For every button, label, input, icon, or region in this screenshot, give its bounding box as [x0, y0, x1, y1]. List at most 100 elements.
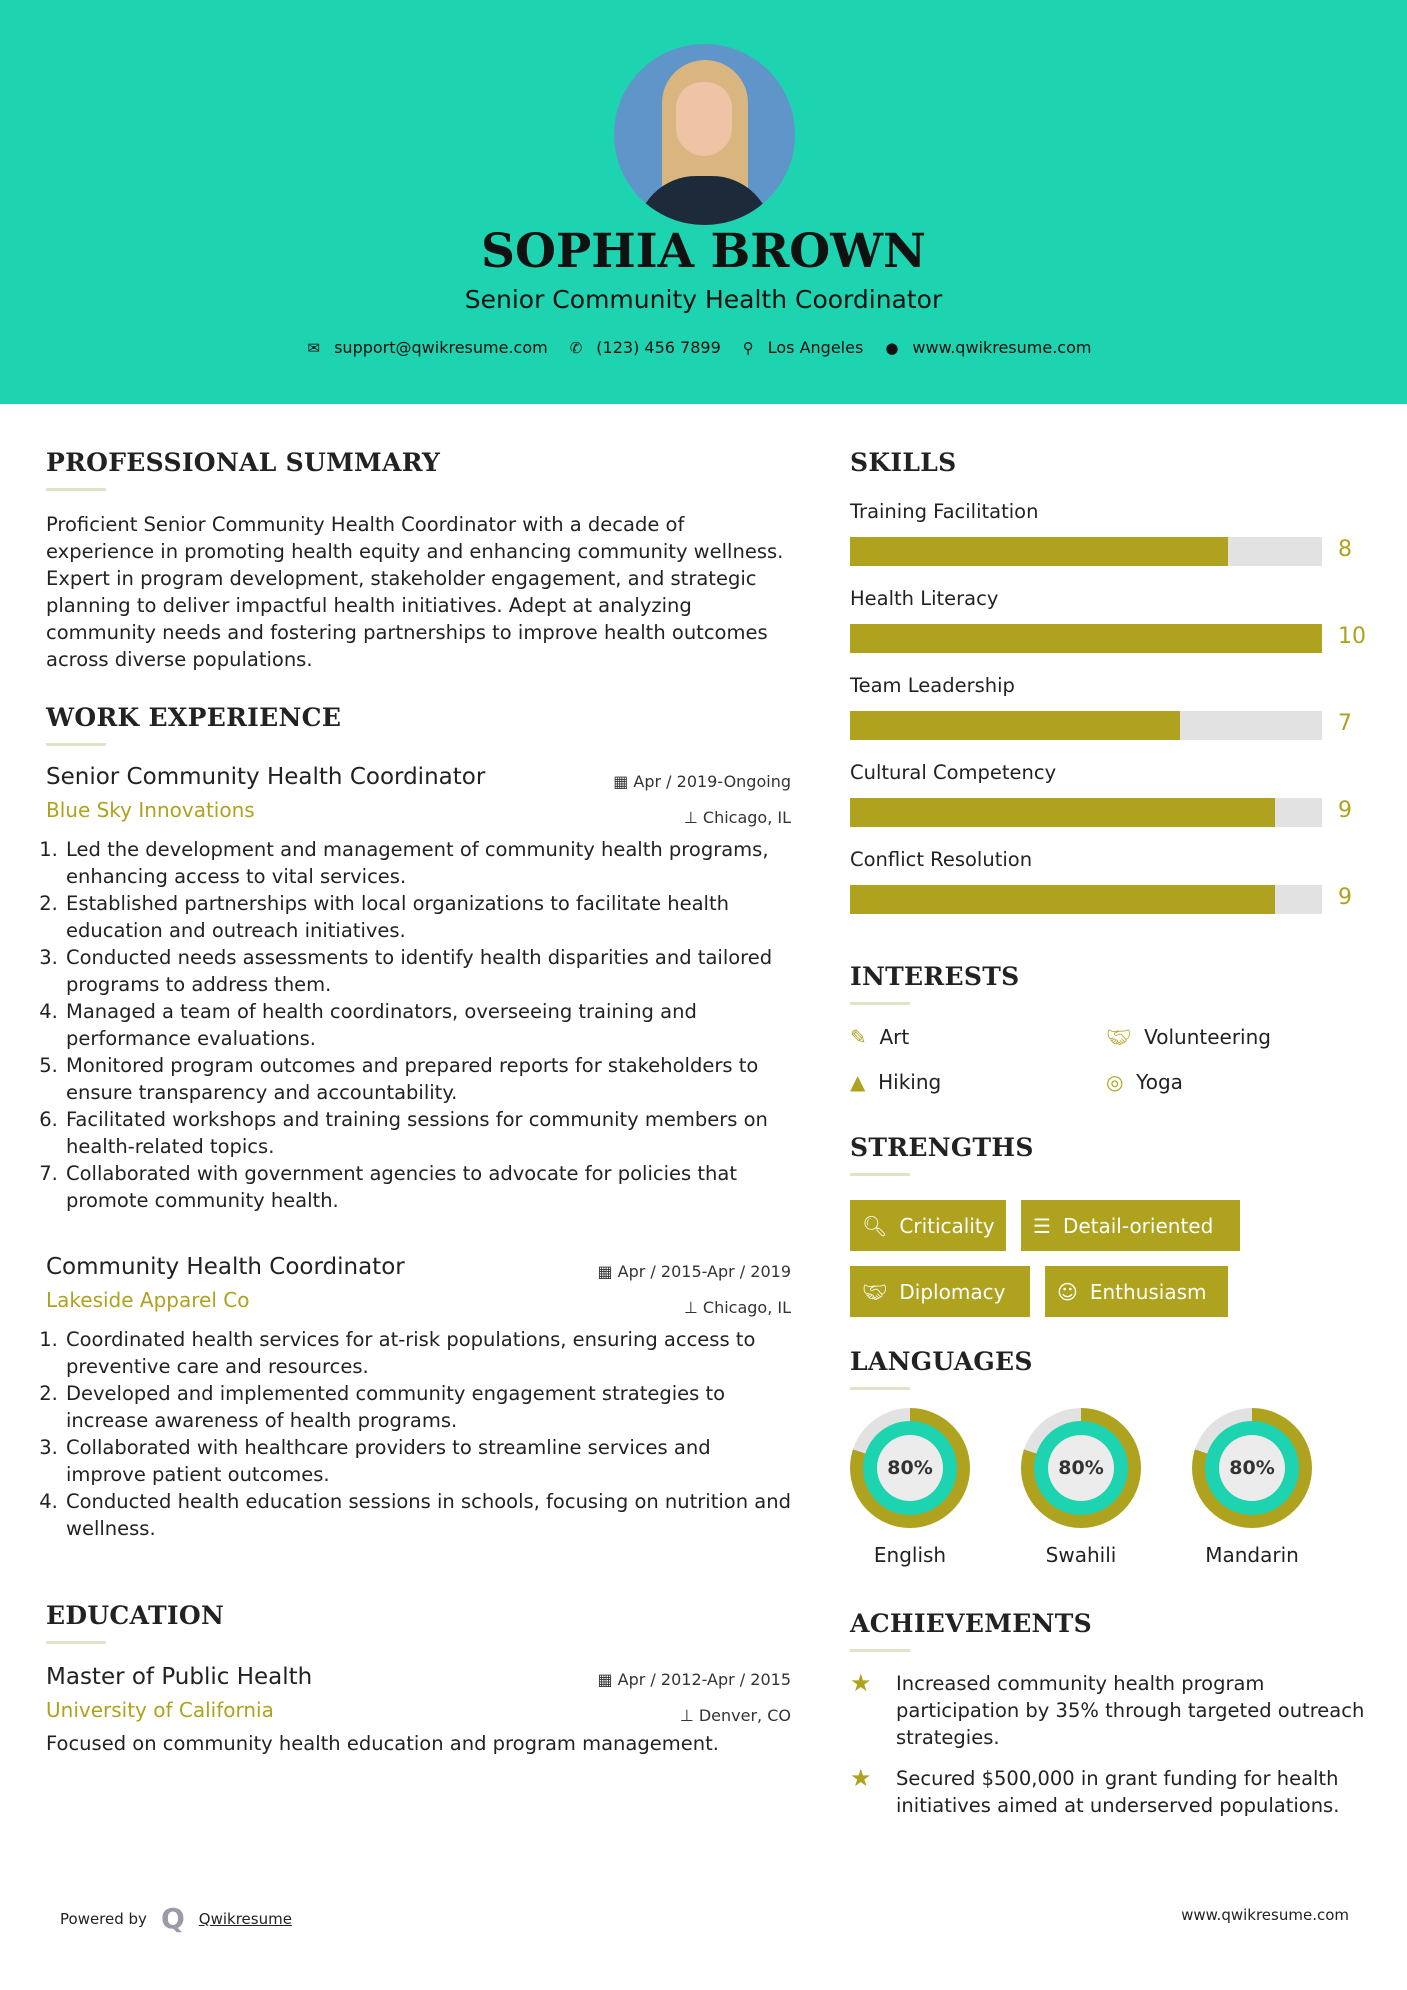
job-title: Senior Community Health Coordinator [464, 285, 943, 314]
skill-label: Team Leadership [850, 674, 1015, 697]
skills-section: SKILLS Training Facilitation 8 Health Lit… [850, 448, 1370, 928]
strength-chip: 🔍︎ Criticality [850, 1200, 1006, 1251]
list-item: Collaborated with healthcare providers t… [64, 1434, 791, 1488]
heading-underline [850, 1002, 910, 1005]
job-entry-title: Senior Community Health Coordinator [46, 764, 486, 790]
summary-section: PROFESSIONAL SUMMARY Proficient Senior C… [46, 448, 791, 673]
section-heading: WORK EXPERIENCE [46, 703, 342, 732]
globe-icon: ● [885, 338, 899, 357]
degree: Master of Public Health [46, 1664, 313, 1690]
language-donut: 80% [850, 1408, 970, 1528]
language-percent: 80% [877, 1435, 943, 1501]
education-description: Focused on community health education an… [46, 1732, 719, 1755]
languages-section: LANGUAGES 80% English 80% Swahili 80% Mand… [850, 1347, 1370, 1587]
skill-value: 10 [1338, 624, 1366, 649]
lifebuoy-icon: ◎ [1106, 1070, 1124, 1094]
map-pin-icon: ⚲ [742, 338, 754, 357]
contact-info: ✉ support@qwikresume.com ✆ (123) 456 7899 … [0, 338, 1407, 357]
skill-bar-fill [850, 711, 1181, 740]
calendar-icon: ▦ [597, 1262, 618, 1281]
heading-underline [850, 1387, 910, 1390]
skill-bar-fill [850, 624, 1322, 653]
skill-bar-fill [850, 537, 1228, 566]
interest-item: 🤝︎ Volunteering [1106, 1025, 1271, 1049]
section-heading: SKILLS [850, 448, 957, 477]
job-location: ⊥ Chicago, IL [683, 808, 791, 827]
company-name: Lakeside Apparel Co [46, 1288, 250, 1312]
list-item: Collaborated with government agencies to… [64, 1160, 791, 1214]
star-icon: ★ [850, 1669, 872, 1697]
job-entry: Community Health Coordinator ▦ Apr / 201… [46, 1254, 791, 1542]
skill-label: Cultural Competency [850, 761, 1057, 784]
interests-section: INTERESTS ✎ Art 🤝︎ Volunteering ▲ Hiking… [850, 962, 1370, 1094]
skill-label: Training Facilitation [850, 500, 1039, 523]
list-icon: ☰ [1033, 1213, 1051, 1238]
section-heading: ACHIEVEMENTS [850, 1609, 1092, 1638]
strength-chip: ☺ Enthusiasm [1045, 1266, 1228, 1317]
section-heading: STRENGTHS [850, 1133, 1034, 1162]
job-entry-title: Community Health Coordinator [46, 1254, 405, 1280]
education-location: ⊥ Denver, CO [679, 1706, 791, 1725]
phone-icon: ✆ [569, 338, 583, 357]
heading-underline [46, 743, 106, 746]
qwikresume-logo-icon: Q [160, 1902, 185, 1935]
skill-bar-fill [850, 885, 1275, 914]
skill-bar [850, 537, 1322, 566]
calendar-icon: ▦ [597, 1670, 618, 1689]
language-percent: 80% [1048, 1435, 1114, 1501]
skill-label: Health Literacy [850, 587, 999, 610]
section-heading: PROFESSIONAL SUMMARY [46, 448, 441, 477]
job-entry: Senior Community Health Coordinator ▦ Ap… [46, 764, 791, 1214]
search-icon: 🔍︎ [862, 1213, 888, 1238]
phone[interactable]: (123) 456 7899 [596, 338, 721, 357]
skill-bar-fill [850, 798, 1275, 827]
strengths-section: STRENGTHS 🔍︎ Criticality ☰ Detail-oriented… [850, 1133, 1370, 1323]
work-section: WORK EXPERIENCE [46, 703, 791, 746]
skill-bar [850, 711, 1322, 740]
list-item: Conducted needs assessments to identify … [64, 944, 791, 998]
envelope-icon: ✉ [307, 338, 321, 357]
language-label: Swahili [1045, 1543, 1117, 1567]
list-item: Established partnerships with local orga… [64, 890, 791, 944]
language-donut: 80% [1192, 1408, 1312, 1528]
language-label: Mandarin [1205, 1543, 1299, 1567]
section-heading: EDUCATION [46, 1601, 225, 1630]
language-label: English [873, 1543, 947, 1567]
list-item: Led the development and management of co… [64, 836, 791, 890]
skill-bar [850, 798, 1322, 827]
smile-icon: ☺ [1057, 1279, 1078, 1304]
skill-value: 7 [1338, 711, 1352, 736]
candidate-name: SOPHIA BROWN [481, 224, 926, 279]
email[interactable]: support@qwikresume.com [334, 338, 548, 357]
skill-value: 9 [1338, 798, 1352, 823]
achievement-item: ★ Secured $500,000 in grant funding for h… [850, 1764, 1340, 1818]
education-date: ▦ Apr / 2012-Apr / 2015 [597, 1670, 791, 1689]
language-percent: 80% [1219, 1435, 1285, 1501]
skill-bar [850, 624, 1322, 653]
skill-value: 9 [1338, 885, 1352, 910]
list-item: Facilitated workshops and training sessi… [64, 1106, 791, 1160]
job-location: ⊥ Chicago, IL [683, 1298, 791, 1317]
pin-icon: ⊥ [683, 1298, 703, 1317]
list-item: Managed a team of health coordinators, o… [64, 998, 791, 1052]
summary-text: Proficient Senior Community Health Coord… [46, 513, 784, 671]
heading-underline [850, 1649, 910, 1652]
job-date: ▦ Apr / 2019-Ongoing [613, 772, 791, 791]
footer-url[interactable]: www.qwikresume.com [1181, 1906, 1349, 1924]
skill-value: 8 [1338, 537, 1352, 562]
pin-icon: ⊥ [683, 808, 703, 827]
job-date: ▦ Apr / 2015-Apr / 2019 [597, 1262, 791, 1281]
heading-underline [850, 1173, 910, 1176]
list-item: Coordinated health services for at-risk … [64, 1326, 791, 1380]
job-duties: Coordinated health services for at-risk … [46, 1326, 791, 1542]
handshake-icon: 🤝︎ [862, 1279, 888, 1304]
paintbrush-icon: ✎ [850, 1025, 867, 1049]
heading-underline [46, 488, 106, 491]
interest-item: ▲ Hiking [850, 1070, 942, 1094]
list-item: Conducted health education sessions in s… [64, 1488, 791, 1542]
brand-link[interactable]: Qwikresume [198, 1909, 292, 1928]
strength-chip: 🤝︎ Diplomacy [850, 1266, 1030, 1317]
website[interactable]: www.qwikresume.com [912, 338, 1092, 357]
education-section: EDUCATION Master of Public Health ▦ Apr … [46, 1601, 791, 1757]
list-item: Developed and implemented community enga… [64, 1380, 791, 1434]
